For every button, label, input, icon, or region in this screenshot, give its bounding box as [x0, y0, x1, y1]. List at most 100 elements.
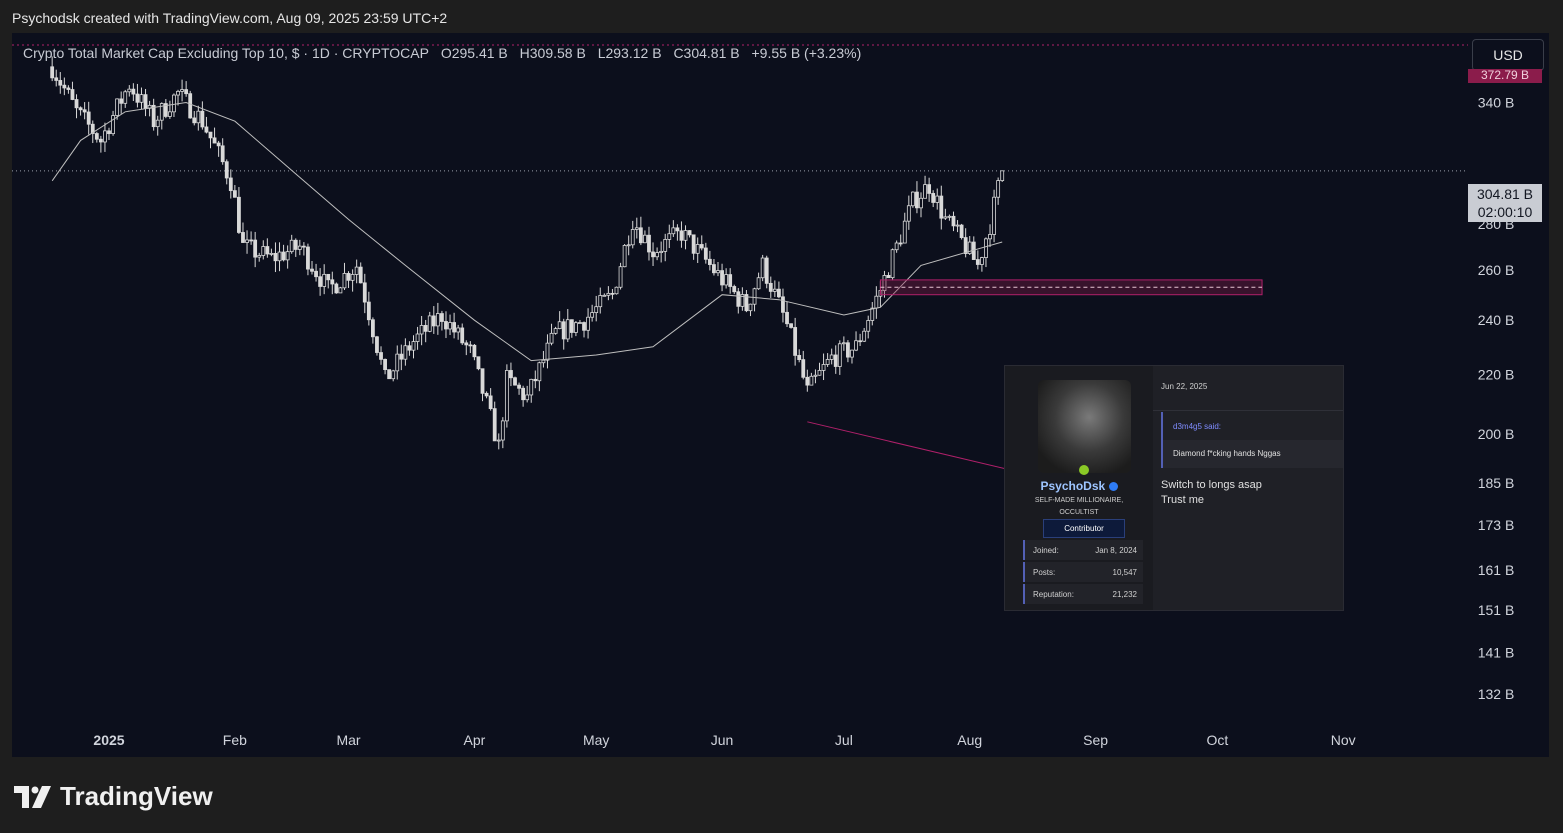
candle-body: [683, 230, 688, 241]
candle-body: [484, 392, 489, 397]
candle-body: [460, 327, 465, 344]
candle-body: [768, 282, 773, 292]
candle-body: [480, 368, 485, 394]
candle-body: [659, 250, 664, 253]
candle-body: [285, 251, 290, 261]
candle-body: [167, 111, 172, 117]
candle-body: [679, 230, 684, 241]
candle-body: [793, 327, 798, 356]
x-tick-label: May: [583, 732, 609, 748]
candle-body: [224, 161, 229, 179]
low-value: L293.12 B: [597, 45, 662, 61]
last-price-label: 304.81 B 02:00:10: [1468, 184, 1542, 222]
candle-body: [716, 270, 720, 274]
candle-body: [366, 301, 371, 321]
candle-body: [427, 315, 432, 332]
candle-body: [590, 312, 595, 318]
candle-body: [882, 275, 887, 291]
candle-body: [537, 362, 542, 382]
user-avatar: [1038, 380, 1131, 473]
candle-body: [253, 239, 258, 258]
candle-body: [403, 345, 408, 360]
candle-body: [817, 370, 822, 376]
y-tick-label: 132 B: [1478, 686, 1515, 702]
candle-body: [273, 252, 278, 262]
y-tick-label: 173 B: [1478, 517, 1515, 533]
x-tick-label: Nov: [1331, 732, 1356, 748]
close-value: C304.81 B: [673, 45, 740, 61]
user-title: SELF-MADE MILLIONAIRE, OCCULTIST: [1034, 497, 1124, 516]
candle-body: [297, 245, 302, 250]
candle-body: [306, 246, 310, 270]
candle-body: [923, 184, 927, 199]
candle-body: [78, 107, 83, 111]
post-date: Jun 22, 2025: [1161, 382, 1208, 391]
candle-body: [801, 359, 806, 378]
candle-body: [533, 378, 538, 382]
candle-body: [98, 138, 103, 143]
candle-body: [541, 359, 546, 364]
x-tick-label: Jul: [835, 732, 853, 748]
x-tick-label: Feb: [223, 732, 247, 748]
candle-body: [525, 394, 530, 401]
candle-body: [614, 286, 619, 295]
candle-body: [517, 384, 521, 389]
x-tick-label: Apr: [464, 732, 486, 748]
candle-body: [886, 275, 891, 279]
candle-body: [833, 354, 838, 367]
candle-body: [574, 322, 578, 333]
candle-body: [111, 115, 115, 135]
candle-body: [598, 295, 603, 308]
candle-body: [86, 111, 91, 125]
candle-body: [854, 340, 858, 351]
candle-body: [947, 215, 952, 218]
candle-body: [269, 252, 274, 255]
candle-body: [634, 227, 639, 230]
candle-body: [423, 325, 428, 332]
chart-frame[interactable]: 340 B 280 B 260 B 240 B 220 B 200 B 185 B 173 B…: [12, 33, 1549, 757]
y-tick-label: 151 B: [1478, 602, 1515, 618]
candle-body: [622, 245, 627, 268]
symbol-title[interactable]: Crypto Total Market Cap Excluding Top 10…: [23, 45, 429, 61]
candle-body: [955, 224, 960, 227]
candle-body: [301, 245, 306, 248]
y-tick-label: 141 B: [1478, 645, 1515, 661]
brand-name: TradingView: [60, 781, 213, 811]
post-author-panel: PsychoDsk SELF-MADE MILLIONAIRE, OCCULTI…: [1005, 366, 1153, 610]
candle-body: [643, 234, 647, 244]
y-tick-label: 340 B: [1478, 95, 1515, 111]
candle-body: [578, 322, 582, 324]
candle-body: [565, 319, 570, 340]
candle-body: [310, 268, 314, 272]
candle-body: [890, 249, 895, 279]
candle-body: [829, 354, 834, 360]
currency-button[interactable]: USD: [1472, 39, 1544, 71]
candle-body: [159, 103, 164, 121]
candle-body: [582, 322, 586, 331]
candle-body: [204, 126, 209, 133]
candle-body: [557, 321, 562, 330]
post-username[interactable]: PsychoDsk: [1005, 479, 1153, 493]
candle-body: [813, 374, 818, 377]
quote-block: d3m4g5 said: Diamond f*cking hands Nggas: [1161, 412, 1345, 468]
quote-author[interactable]: d3m4g5 said:: [1173, 422, 1222, 431]
stat-reputation: Reputation: 21,232: [1023, 584, 1143, 604]
candle-body: [411, 341, 416, 351]
candle-body: [391, 370, 396, 380]
candle-body: [862, 330, 867, 342]
candle-body: [476, 356, 481, 370]
candle-body: [521, 387, 526, 401]
candle-body: [732, 286, 737, 293]
x-tick-label: Jun: [711, 732, 734, 748]
candle-body: [651, 251, 655, 258]
candle-body: [691, 234, 696, 254]
candle-body: [610, 292, 615, 295]
candle-body: [785, 311, 789, 325]
tradingview-logo[interactable]: TradingView: [14, 781, 213, 812]
candle-body: [975, 259, 980, 265]
candle-body: [805, 376, 810, 386]
candle-body: [241, 232, 245, 243]
candle-body: [902, 220, 907, 244]
attribution-header: Psychodsk created with TradingView.com, …: [12, 10, 448, 26]
